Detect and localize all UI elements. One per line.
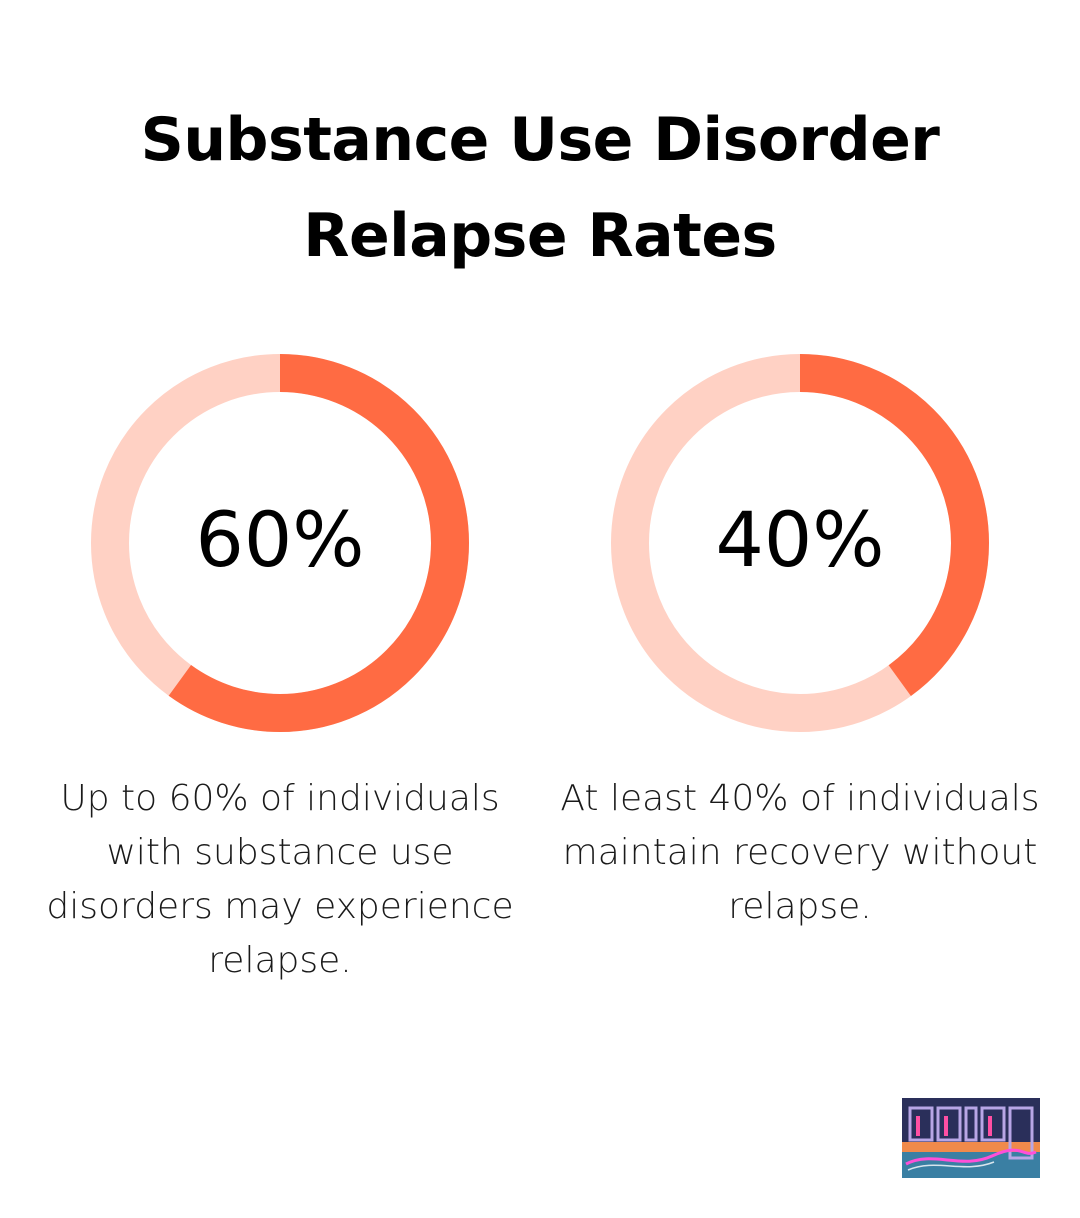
donut-value-arc — [611, 354, 989, 732]
donut-value-arc — [91, 354, 469, 732]
donut-percent-label: 60% — [195, 495, 365, 584]
amity-logo — [902, 1098, 1040, 1178]
stat-description: Up to 60% of individuals with substance … — [46, 778, 514, 981]
title-line-1: Substance Use Disorder — [140, 105, 940, 175]
amity-san-diego-logo-icon — [902, 1098, 1040, 1178]
stat-description: At least 40% of individuals maintain rec… — [560, 778, 1040, 927]
page-title: Substance Use Disorder Relapse Rates — [0, 92, 1080, 284]
donut-chart-relapse — [91, 354, 469, 732]
donut-percent-label: 40% — [715, 495, 885, 584]
donut-chart-recovery — [611, 354, 989, 732]
title-line-2: Relapse Rates — [303, 201, 777, 271]
